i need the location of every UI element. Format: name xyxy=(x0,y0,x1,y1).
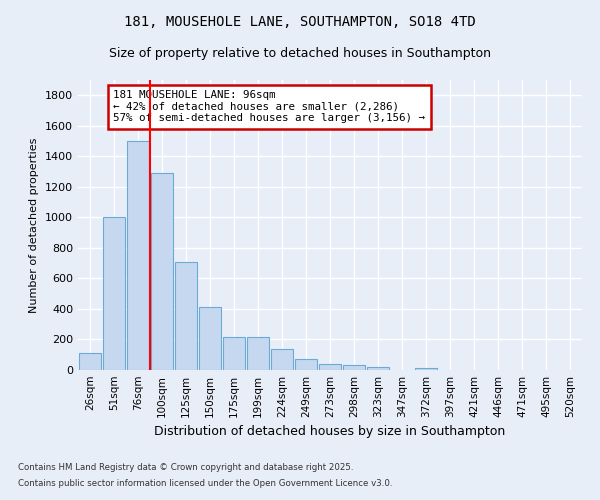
X-axis label: Distribution of detached houses by size in Southampton: Distribution of detached houses by size … xyxy=(154,426,506,438)
Bar xyxy=(103,218,125,370)
Bar xyxy=(247,337,269,370)
Text: Size of property relative to detached houses in Southampton: Size of property relative to detached ho… xyxy=(109,48,491,60)
Bar xyxy=(271,350,293,370)
Text: 181 MOUSEHOLE LANE: 96sqm
← 42% of detached houses are smaller (2,286)
57% of se: 181 MOUSEHOLE LANE: 96sqm ← 42% of detac… xyxy=(113,90,425,124)
Text: 181, MOUSEHOLE LANE, SOUTHAMPTON, SO18 4TD: 181, MOUSEHOLE LANE, SOUTHAMPTON, SO18 4… xyxy=(124,15,476,29)
Bar xyxy=(415,368,437,370)
Bar xyxy=(151,173,173,370)
Bar xyxy=(175,262,197,370)
Bar xyxy=(343,366,365,370)
Text: Contains HM Land Registry data © Crown copyright and database right 2025.: Contains HM Land Registry data © Crown c… xyxy=(18,464,353,472)
Y-axis label: Number of detached properties: Number of detached properties xyxy=(29,138,40,312)
Bar xyxy=(199,308,221,370)
Bar xyxy=(295,358,317,370)
Bar xyxy=(319,364,341,370)
Bar xyxy=(127,141,149,370)
Bar xyxy=(79,353,101,370)
Bar xyxy=(223,337,245,370)
Text: Contains public sector information licensed under the Open Government Licence v3: Contains public sector information licen… xyxy=(18,478,392,488)
Bar xyxy=(367,367,389,370)
